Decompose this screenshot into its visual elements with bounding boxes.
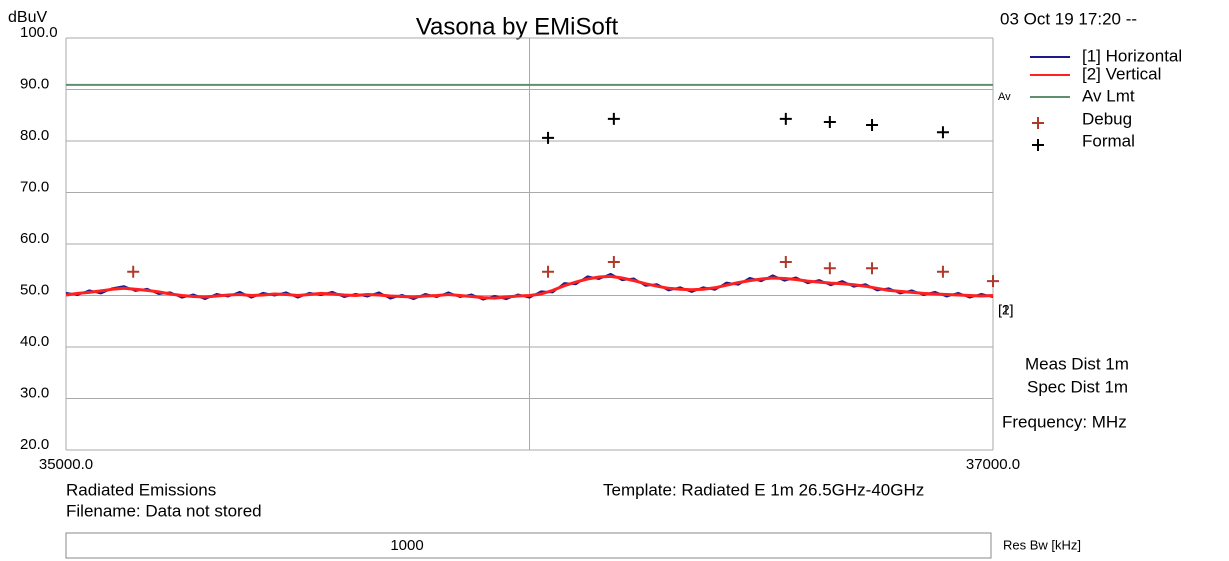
legend-label: [1] Horizontal — [1082, 46, 1182, 65]
res-bw-value: 1000 — [390, 537, 423, 554]
y-tick-label: 40.0 — [20, 333, 49, 350]
marker — [823, 115, 836, 128]
marker — [779, 112, 792, 125]
marker — [987, 275, 999, 288]
info-test: Radiated Emissions — [66, 480, 216, 499]
limit-short-label: Av — [998, 91, 1011, 103]
marker — [607, 112, 620, 125]
y-tick-label: 70.0 — [20, 178, 49, 195]
trace-end-label: [1] — [998, 302, 1014, 318]
marker — [936, 126, 949, 139]
note: Frequency: MHz — [1002, 412, 1127, 431]
marker — [936, 265, 949, 278]
note: Spec Dist 1m — [1027, 377, 1128, 396]
y-tick-label: 90.0 — [20, 75, 49, 92]
legend-label: Formal — [1082, 131, 1135, 150]
y-unit: dBuV — [8, 9, 47, 26]
note: Meas Dist 1m — [1025, 354, 1129, 373]
trace-line — [65, 274, 994, 300]
legend-swatch — [1032, 139, 1044, 151]
y-tick-label: 20.0 — [20, 436, 49, 453]
y-tick-label: 100.0 — [20, 24, 58, 41]
marker — [823, 262, 836, 275]
marker — [779, 256, 792, 269]
timestamp: 03 Oct 19 17:20 -- — [1000, 9, 1137, 28]
legend-label: Av Lmt — [1082, 86, 1135, 105]
y-tick-label: 30.0 — [20, 384, 49, 401]
info-filename: Filename: Data not stored — [66, 501, 262, 520]
res-bw-label: Res Bw [kHz] — [1003, 537, 1081, 552]
chart-title: Vasona by EMiSoft — [416, 13, 619, 40]
info-template: Template: Radiated E 1m 26.5GHz-40GHz — [603, 480, 924, 499]
marker — [607, 256, 620, 269]
y-tick-label: 80.0 — [20, 127, 49, 144]
y-tick-label: 60.0 — [20, 230, 49, 247]
y-tick-label: 50.0 — [20, 281, 49, 298]
marker — [127, 265, 140, 278]
marker — [542, 265, 555, 278]
legend-label: [2] Vertical — [1082, 64, 1161, 83]
marker — [866, 119, 879, 132]
x-tick-label: 37000.0 — [966, 456, 1020, 473]
legend-swatch — [1032, 117, 1044, 129]
trace-end-label: [2] — [998, 302, 1014, 318]
marker — [866, 262, 879, 275]
x-tick-label: 35000.0 — [39, 456, 93, 473]
marker — [542, 131, 555, 144]
legend-label: Debug — [1082, 109, 1132, 128]
res-bw-box — [65, 532, 992, 559]
